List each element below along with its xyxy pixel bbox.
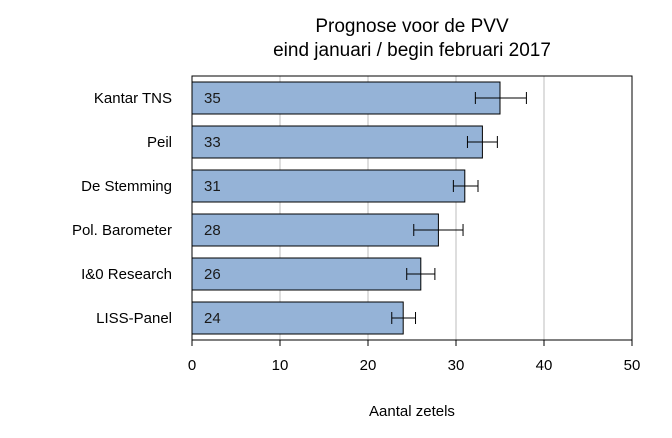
x-tick-label: 0 xyxy=(188,357,196,374)
x-tick-label: 40 xyxy=(536,357,553,374)
bar xyxy=(191,81,501,115)
plot-frame xyxy=(191,75,633,341)
bar xyxy=(191,169,466,203)
category-label: Pol. Barometer xyxy=(72,222,172,239)
x-tick-label: 20 xyxy=(360,357,377,374)
x-tick-label: 50 xyxy=(624,357,641,374)
bar-value-label: 28 xyxy=(204,222,221,239)
gridlines xyxy=(279,76,545,340)
x-axis-label: Aantal zetels xyxy=(369,403,455,420)
chart-subtitle: eind januari / begin februari 2017 xyxy=(273,40,551,61)
value-labels: 35 33 31 28 26 24 xyxy=(204,90,221,327)
x-tick-label: 30 xyxy=(448,357,465,374)
error-bars xyxy=(391,92,527,324)
bars xyxy=(191,81,501,335)
error-bar xyxy=(413,224,464,236)
bar-value-label: 33 xyxy=(204,134,221,151)
category-label: I&0 Research xyxy=(81,266,172,283)
error-bar xyxy=(466,136,498,148)
bar xyxy=(191,301,404,335)
bar-value-label: 35 xyxy=(204,90,221,107)
category-labels: Kantar TNS Peil De Stemming Pol. Barometer I… xyxy=(72,90,172,327)
error-bar xyxy=(474,92,527,104)
chart-title: Prognose voor de PVV xyxy=(315,16,509,37)
bar-value-label: 26 xyxy=(204,266,221,283)
error-bar xyxy=(406,268,436,280)
error-bar xyxy=(391,312,417,324)
bar xyxy=(191,125,483,159)
category-label: Kantar TNS xyxy=(94,90,172,107)
category-label: De Stemming xyxy=(81,178,172,195)
bar xyxy=(191,213,439,247)
bar-value-label: 31 xyxy=(204,178,221,195)
x-axis-ticks: 0 10 20 30 40 50 xyxy=(188,340,641,374)
category-label: LISS-Panel xyxy=(96,310,172,327)
category-label: Peil xyxy=(147,134,172,151)
bar-value-label: 24 xyxy=(204,310,221,327)
bar xyxy=(191,257,422,291)
error-bar xyxy=(452,180,479,192)
x-tick-label: 10 xyxy=(272,357,289,374)
